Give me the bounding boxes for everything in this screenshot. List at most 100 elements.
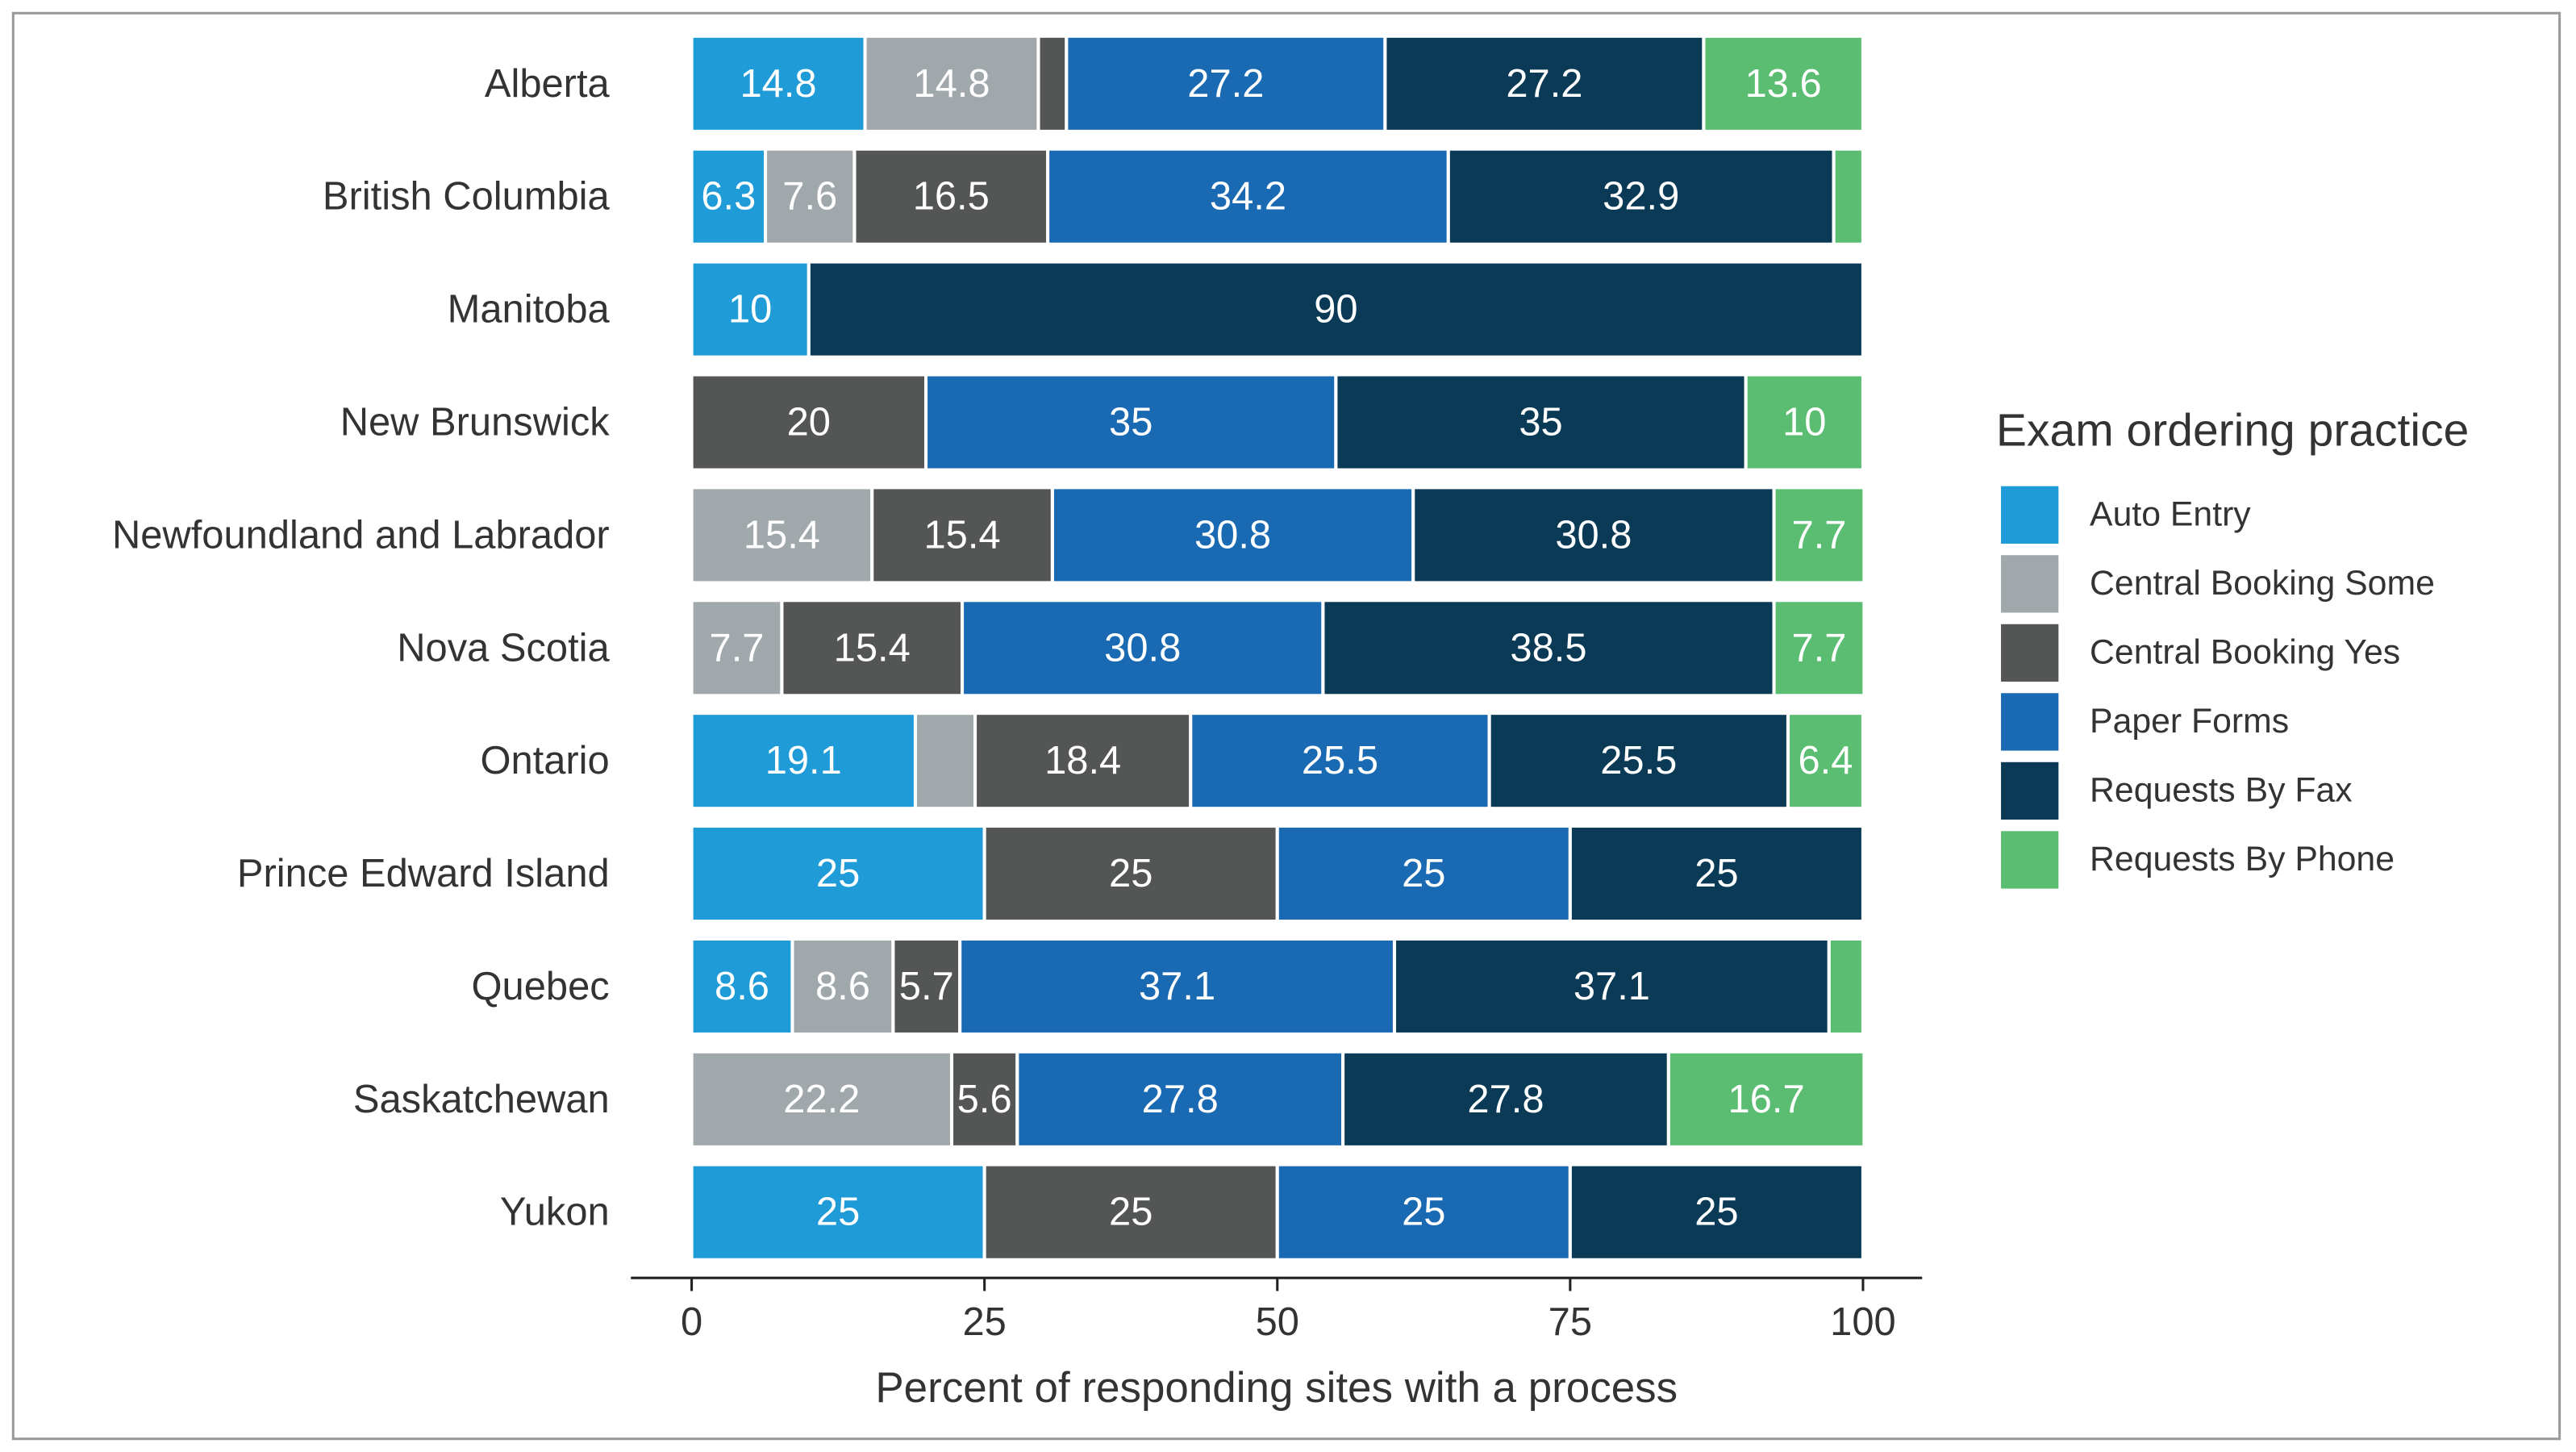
value-label: 90	[1314, 288, 1357, 332]
value-label: 6.3	[701, 175, 756, 219]
x-axis-label: Percent of responding sites with a proce…	[875, 1364, 1678, 1412]
bar-segment	[1744, 373, 1865, 472]
value-label: 30.8	[1555, 513, 1632, 557]
value-label: 25	[1402, 852, 1445, 895]
value-label: 35	[1519, 401, 1562, 444]
value-label: 25.5	[1302, 739, 1378, 782]
value-label: 18.4	[1044, 739, 1121, 782]
category-label: Prince Edward Island	[237, 852, 610, 895]
bar-segment	[690, 824, 986, 924]
bar-segment	[764, 147, 857, 246]
bar-segment	[1446, 147, 1836, 246]
x-tick-label: 75	[1549, 1300, 1592, 1344]
value-label: 25	[1109, 852, 1153, 895]
legend-label: Central Booking Some	[2090, 564, 2435, 603]
value-label: 27.2	[1187, 62, 1264, 106]
legend-label: Requests By Phone	[2090, 840, 2395, 878]
category-label: Nova Scotia	[397, 626, 610, 670]
value-label: 32.9	[1603, 175, 1679, 219]
bar-segment	[690, 1162, 986, 1262]
value-label: 16.7	[1728, 1078, 1805, 1121]
value-label: 15.4	[744, 513, 820, 557]
bar-segment	[913, 711, 977, 811]
value-label: 35	[1109, 401, 1153, 444]
value-label: 10	[1782, 401, 1826, 444]
bar-segment	[1666, 1049, 1866, 1149]
value-label: 22.2	[783, 1078, 860, 1121]
legend-label: Requests By Fax	[2090, 770, 2353, 809]
bar-segment	[1036, 34, 1069, 133]
value-label: 27.8	[1142, 1078, 1219, 1121]
category-label: Alberta	[485, 62, 611, 106]
legend-swatch	[2001, 486, 2059, 544]
bar-segment	[1702, 34, 1865, 133]
legend-swatch	[2001, 555, 2059, 613]
bar-segment	[1046, 147, 1450, 246]
bar-segment	[1411, 486, 1776, 585]
value-label: 25	[816, 1191, 860, 1234]
bar-segment	[1487, 711, 1790, 811]
value-label: 25	[816, 852, 860, 895]
bar-segment	[1772, 599, 1866, 698]
bar-segment	[690, 711, 918, 811]
value-label: 37.1	[1139, 965, 1215, 1008]
legend-label: Central Booking Yes	[2090, 632, 2400, 671]
x-tick-label: 50	[1256, 1300, 1299, 1344]
value-label: 14.8	[913, 62, 990, 106]
value-label: 7.6	[782, 175, 837, 219]
value-label: 10	[728, 288, 772, 332]
bar-segment	[690, 1049, 954, 1149]
bar-segment	[1392, 937, 1831, 1037]
bar-segment	[1189, 711, 1491, 811]
x-tick-label: 25	[962, 1300, 1006, 1344]
x-tick-label: 0	[681, 1300, 702, 1344]
category-label: Newfoundland and Labrador	[112, 513, 610, 557]
bar-segment	[1275, 1162, 1572, 1262]
legend-swatch	[2001, 624, 2059, 682]
value-label: 30.8	[1104, 626, 1181, 670]
bar-segment	[973, 711, 1193, 811]
bar-segment	[1321, 599, 1776, 698]
value-label: 25	[1694, 852, 1738, 895]
x-tick-label: 100	[1830, 1300, 1896, 1344]
legend-title: Exam ordering practice	[1996, 404, 2469, 456]
bar-segment	[1568, 1162, 1865, 1262]
value-label: 25	[1694, 1191, 1738, 1234]
bar-segment	[852, 147, 1050, 246]
bar-segment	[1786, 711, 1865, 811]
bar-segment	[690, 373, 928, 472]
value-label: 37.1	[1574, 965, 1650, 1008]
value-label: 13.6	[1745, 62, 1822, 106]
category-label: Ontario	[480, 739, 609, 782]
value-label: 27.8	[1467, 1078, 1544, 1121]
value-label: 8.6	[815, 965, 870, 1008]
bar-segment	[1832, 147, 1865, 246]
value-label: 7.7	[1792, 513, 1847, 557]
bar-segment	[1568, 824, 1865, 924]
value-label: 25	[1109, 1191, 1153, 1234]
bar-segment	[790, 937, 895, 1037]
value-label: 15.4	[924, 513, 1001, 557]
value-label: 5.6	[957, 1078, 1012, 1121]
bar-segment	[807, 260, 1865, 359]
value-label: 27.2	[1506, 62, 1582, 106]
bar-segment	[958, 937, 1397, 1037]
value-label: 34.2	[1210, 175, 1286, 219]
bar-segment	[690, 486, 874, 585]
category-label: Yukon	[500, 1191, 610, 1234]
bar-segment	[1383, 34, 1706, 133]
value-label: 5.7	[899, 965, 954, 1008]
value-label: 7.7	[710, 626, 765, 670]
bar-segment	[1275, 824, 1572, 924]
legend-label: Paper Forms	[2090, 702, 2289, 741]
value-label: 25.5	[1600, 739, 1677, 782]
category-label: Saskatchewan	[353, 1078, 610, 1121]
value-label: 8.6	[715, 965, 769, 1008]
bar-segment	[690, 147, 768, 246]
value-label: 7.7	[1792, 626, 1847, 670]
category-label: New Brunswick	[340, 401, 611, 444]
value-label: 20	[787, 401, 831, 444]
bar-segment	[690, 260, 811, 359]
